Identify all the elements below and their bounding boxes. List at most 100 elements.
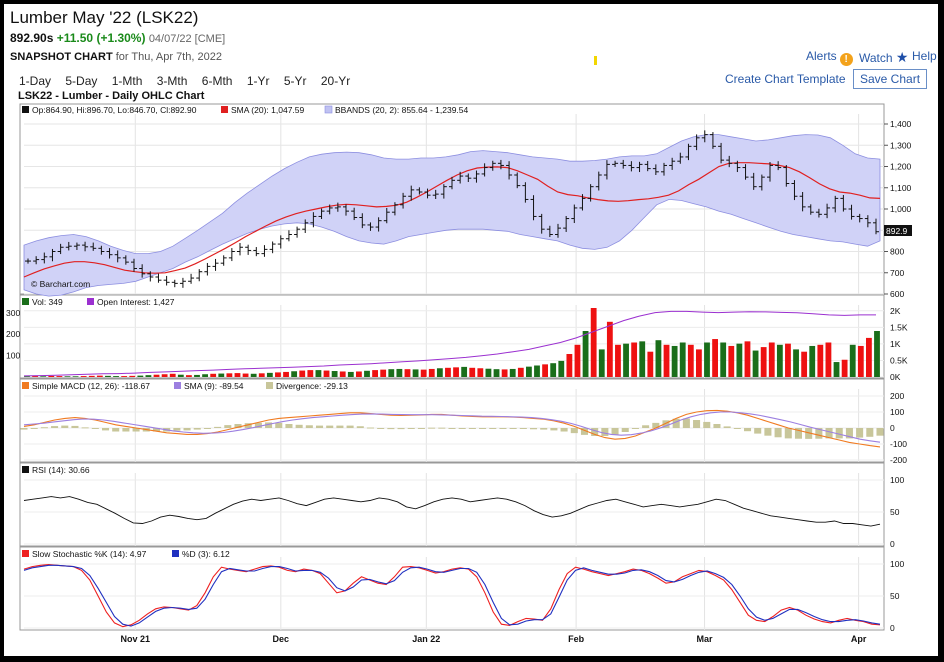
volume-bar [185, 375, 192, 377]
divergence-bar [672, 418, 680, 428]
divergence-bar [346, 425, 354, 428]
x-tick-label: Mar [697, 634, 714, 644]
volume-tick-label: 1.5K [890, 322, 908, 332]
rsi-legend-swatch [22, 466, 29, 473]
stoch-tick-label: 100 [890, 559, 904, 569]
signal-legend-text: SMA (9): -89.54 [184, 381, 244, 391]
last-price-tag: 892.9 [884, 225, 912, 236]
create-chart-template-link[interactable]: Create Chart Template [725, 72, 846, 86]
volume-legend: Vol: 349 Open Interest: 1,427 [22, 297, 175, 307]
macd-legend-text: Simple MACD (12, 26): -118.67 [32, 381, 150, 391]
divergence-bar [784, 428, 792, 439]
volume-bar [728, 345, 735, 377]
divergence-bar [743, 428, 752, 432]
volume-bar [752, 350, 759, 377]
divergence-bar [489, 428, 497, 429]
volume-bar [598, 349, 605, 377]
range-1-day[interactable]: 1-Day [19, 74, 52, 88]
bbands-band [23, 134, 881, 297]
divergence-bar [40, 427, 48, 429]
volume-bar [768, 342, 775, 377]
x-tick-label: Nov 21 [121, 634, 151, 644]
divergence-bar [30, 428, 38, 429]
macd-tick-label: 100 [890, 407, 904, 417]
volume-bar [857, 345, 864, 377]
divergence-bar [254, 422, 262, 428]
divergence-bar [519, 428, 527, 429]
macd-tick-label: 0 [890, 423, 895, 433]
divergence-bar [509, 428, 517, 429]
divergence-bar [835, 428, 843, 439]
volume-left-tick-label: 100 [6, 351, 20, 361]
snapshot-label: SNAPSHOT CHART [10, 51, 113, 63]
range-6-mth[interactable]: 6-Mth [201, 74, 233, 88]
oi-legend-text: Open Interest: 1,427 [97, 297, 175, 307]
divergence-bar [224, 425, 232, 428]
range-1-mth[interactable]: 1-Mth [111, 74, 143, 88]
volume-bar [210, 373, 217, 377]
volume-bar [177, 374, 184, 377]
range-5-yr[interactable]: 5-Yr [283, 74, 307, 88]
alerts-link[interactable]: Alerts! [806, 49, 853, 66]
volume-bar [32, 376, 39, 377]
x-tick-label: Feb [568, 634, 585, 644]
divergence-bar [631, 428, 639, 429]
range-20-yr[interactable]: 20-Yr [320, 74, 351, 88]
divergence-bar [825, 428, 833, 439]
divergence-bar [601, 428, 609, 436]
volume-bar [194, 374, 200, 377]
chart-title: LSK22 - Lumber - Daily OHLC Chart [18, 90, 205, 102]
help-link[interactable]: Help [912, 49, 937, 63]
divergence-bar [540, 428, 548, 430]
watch-link[interactable]: Watch ★ [859, 49, 908, 66]
divergence-bar [275, 422, 283, 428]
volume-bar [469, 367, 476, 377]
rsi-legend: RSI (14): 30.66 [22, 465, 90, 475]
volume-bar [712, 339, 719, 377]
volume-bar [501, 369, 508, 377]
rsi-tick-label: 0 [890, 539, 895, 549]
volume-bar [129, 375, 136, 377]
volume-bar [582, 331, 589, 377]
divergence-bar [51, 426, 59, 428]
volume-bar [606, 321, 613, 377]
volume-bar [396, 368, 403, 377]
divergence-bar [662, 420, 670, 428]
volume-bar [720, 342, 727, 377]
rsi-legend-text: RSI (14): 30.66 [32, 465, 90, 475]
divergence-bar [387, 428, 395, 430]
volume-bar [534, 365, 540, 377]
stoch-d-legend-swatch [172, 550, 179, 557]
price-tick-label: 700 [890, 268, 904, 278]
volume-bar [404, 369, 411, 377]
divergence-bar [91, 428, 99, 429]
volume-bar [169, 373, 176, 377]
divergence-bar [183, 428, 191, 431]
volume-bar [121, 376, 128, 377]
volume-bar [647, 351, 654, 377]
divergence-bar [20, 428, 28, 430]
price-tick-label: 800 [890, 247, 904, 257]
price-legend: Op:864.90, Hi:896.70, Lo:846.70, Cl:892.… [22, 105, 469, 115]
volume-bar [283, 371, 289, 377]
volume-bar [663, 344, 670, 377]
divergence-bar [580, 428, 589, 435]
divergence-bar [458, 428, 466, 429]
divergence-bar [336, 425, 344, 428]
divergence-bar [265, 422, 273, 428]
volume-bar [509, 368, 516, 377]
range-1-yr[interactable]: 1-Yr [246, 74, 270, 88]
range-3-mth[interactable]: 3-Mth [156, 74, 188, 88]
volume-bar [48, 375, 55, 377]
axis-ticks: Nov 21 Dec Jan 22 Feb Mar Apr 1,400 1,300 1,200 1… [6, 119, 912, 644]
volume-left-tick-label: 200 [6, 329, 20, 339]
save-chart-button[interactable]: Save Chart [853, 69, 928, 89]
snapshot-heading: SNAPSHOT CHART for Thu, Apr 7th, 2022 [10, 51, 222, 63]
volume-bar [590, 308, 597, 377]
volume-bar [364, 370, 370, 377]
volume-bar [250, 373, 257, 377]
alert-exclamation-icon: ! [839, 53, 853, 66]
divergence-bar [356, 426, 364, 428]
divergence-bar [856, 428, 864, 438]
range-5-day[interactable]: 5-Day [65, 74, 98, 88]
